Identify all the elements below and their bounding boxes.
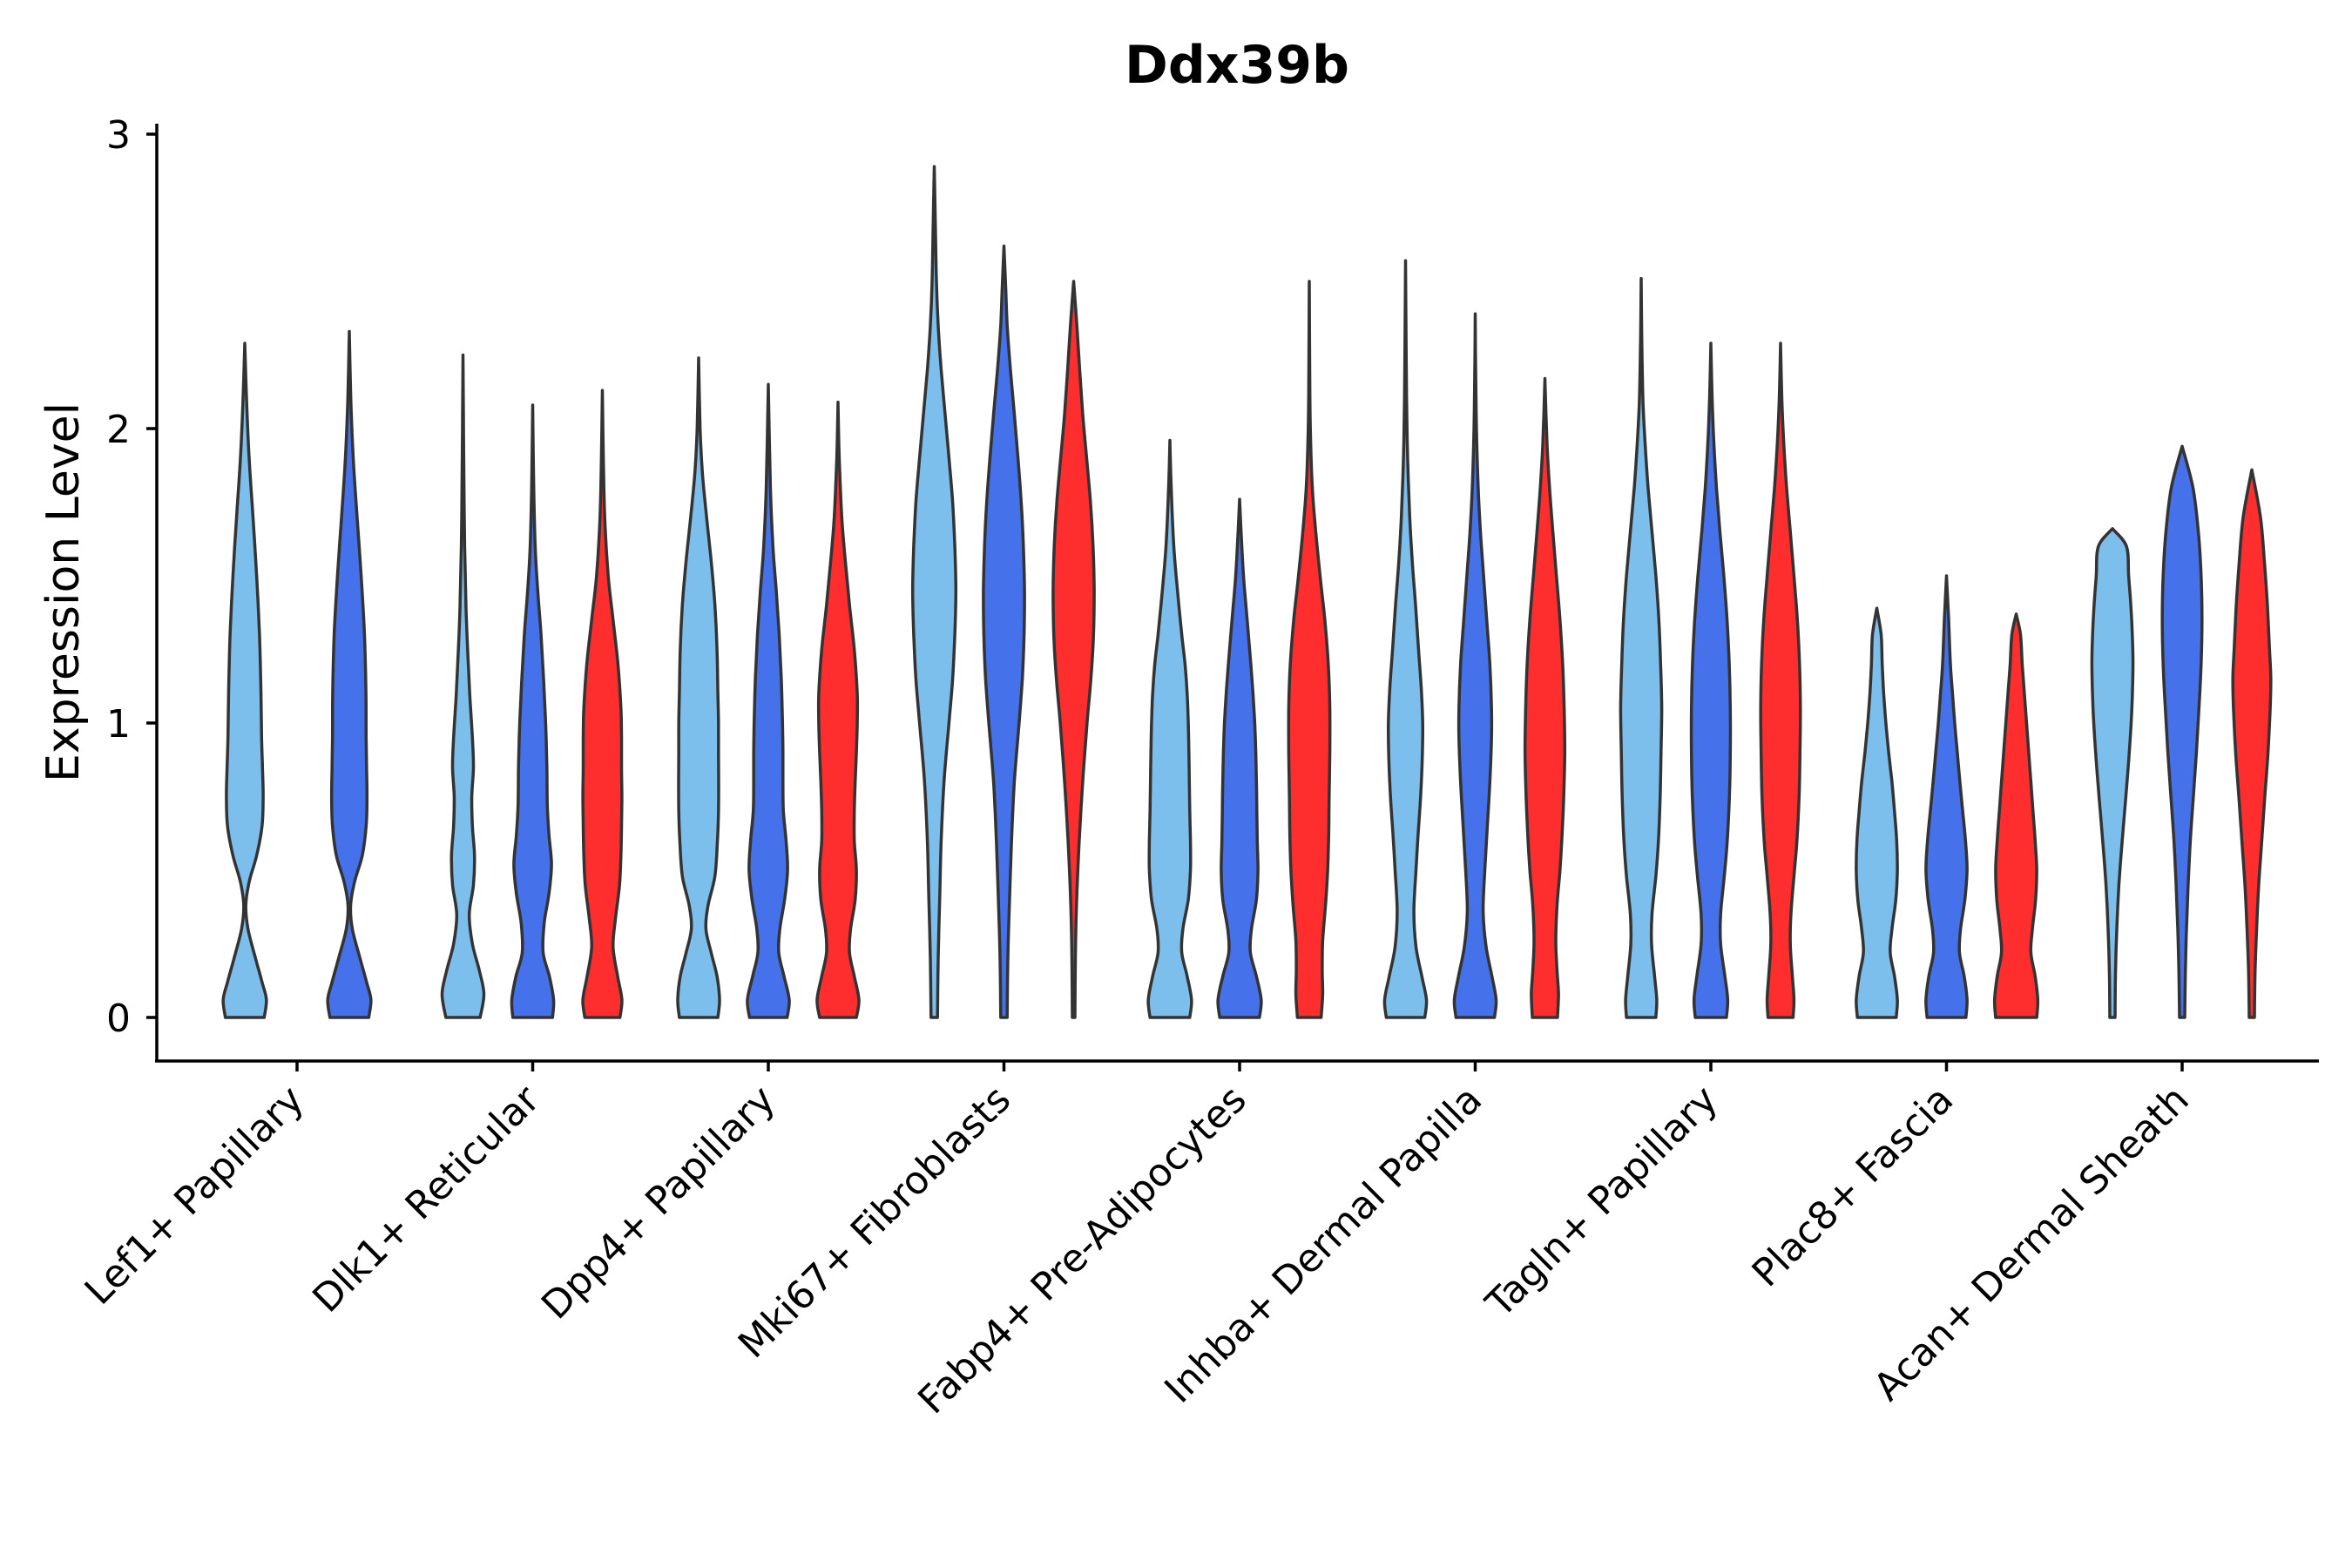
- violin-4-2: [1287, 280, 1332, 1019]
- violin-5-2: [1523, 376, 1567, 1019]
- x-tick-label: Tagln+ Papillary: [1477, 1078, 1727, 1327]
- violin-8-2: [2231, 468, 2273, 1019]
- x-tick-label: Lef1+ Papillary: [77, 1078, 313, 1314]
- violin-5-0: [1382, 259, 1429, 1019]
- violin-2-2: [815, 400, 861, 1019]
- x-tick-label: Dlk1+ Reticular: [304, 1077, 549, 1321]
- violin-2-0: [676, 356, 721, 1019]
- violin-1-1: [510, 403, 556, 1019]
- violin-5-1: [1452, 312, 1498, 1019]
- x-tick-label: Dpp4+ Papillary: [533, 1078, 784, 1328]
- x-tick-label: Mki67+ Fibroblasts: [730, 1078, 1019, 1367]
- violin-6-0: [1619, 276, 1664, 1019]
- violin-6-2: [1759, 341, 1802, 1019]
- violin-3-0: [910, 165, 958, 1019]
- violin-2-1: [746, 382, 791, 1019]
- violin-4-0: [1146, 438, 1193, 1019]
- violin-layer: [221, 165, 2273, 1019]
- violin-3-2: [1051, 280, 1096, 1019]
- violin-6-1: [1689, 341, 1733, 1019]
- violin-0-1: [326, 329, 373, 1019]
- violin-1-2: [581, 389, 624, 1019]
- violin-3-1: [982, 244, 1026, 1019]
- violin-7-1: [1924, 574, 1969, 1019]
- y-tick-label: 0: [106, 997, 131, 1041]
- x-tick-label: Plac8+ Fascia: [1744, 1078, 1963, 1296]
- y-tick-label: 3: [106, 113, 131, 158]
- violin-7-2: [1992, 612, 2040, 1019]
- y-tick-label: 2: [106, 408, 131, 452]
- chart-title: Ddx39b: [1125, 35, 1349, 96]
- y-tick-label: 1: [106, 702, 131, 747]
- violin-7-0: [1855, 606, 1899, 1019]
- violin-0-0: [221, 341, 268, 1019]
- violin-8-1: [2160, 444, 2204, 1019]
- violin-4-1: [1216, 497, 1263, 1019]
- y-axis-ticks: 0 1 2 3: [106, 113, 157, 1041]
- violin-1-0: [440, 353, 486, 1019]
- violin-8-0: [2090, 527, 2135, 1019]
- y-axis-label: Expression Level: [37, 402, 90, 782]
